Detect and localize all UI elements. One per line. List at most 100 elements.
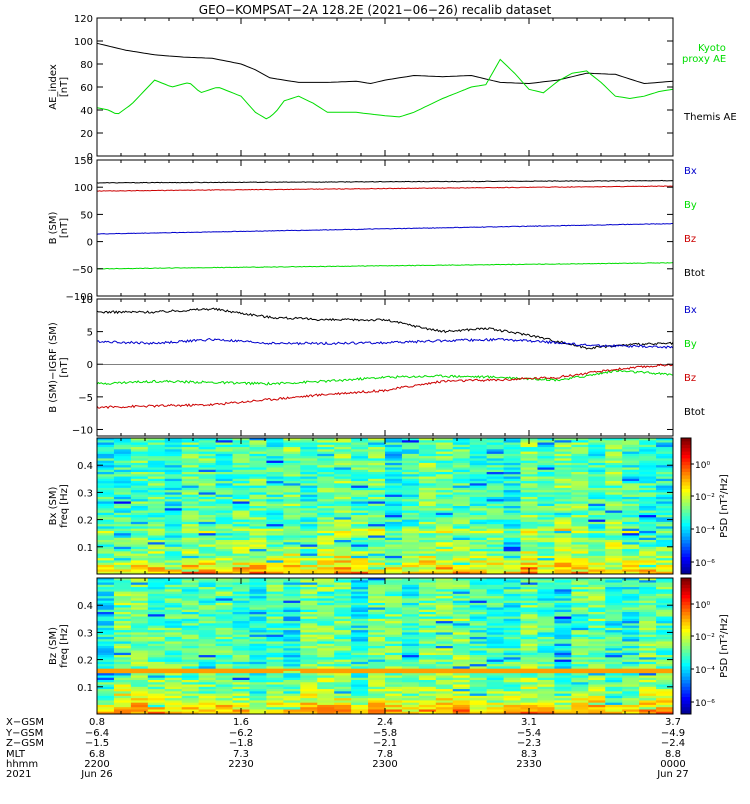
spectrogram-cell	[351, 587, 369, 590]
spectrogram-cell	[249, 709, 267, 713]
spectrogram-cell	[215, 530, 233, 534]
spectrogram-cell	[486, 456, 504, 459]
spectrogram-cell	[520, 481, 538, 484]
spectrogram-cell	[537, 689, 555, 692]
spectrogram-cell	[588, 605, 606, 608]
spectrogram-cell	[300, 562, 318, 566]
spectrogram-cell	[232, 666, 250, 670]
spectrogram-cell	[334, 474, 352, 477]
spectrogram-cell	[469, 686, 488, 690]
spectrogram-cell	[198, 533, 216, 536]
spectrogram-cell	[435, 618, 454, 622]
y-tick-label: −100	[66, 292, 93, 303]
spectrogram-cell	[622, 593, 640, 597]
spectrogram-cell	[147, 447, 166, 450]
spectrogram-cell	[639, 655, 657, 658]
spectrogram-cell	[249, 440, 267, 443]
spectrogram-cell	[130, 584, 149, 588]
spectrogram-cell	[351, 460, 369, 464]
spectrogram-cell	[334, 462, 352, 466]
spectrogram-cell	[503, 478, 521, 482]
spectrogram-cell	[469, 684, 488, 688]
spectrogram-cell	[147, 661, 166, 665]
spectrogram-cell	[435, 691, 454, 694]
spectrogram-cell	[452, 478, 471, 482]
spectrogram-cell	[588, 593, 606, 597]
spectrogram-cell	[486, 440, 504, 443]
spectrogram-cell	[232, 551, 250, 554]
spectrogram-cell	[401, 609, 420, 613]
spectrogram-cell	[571, 517, 589, 520]
spectrogram-cell	[181, 478, 200, 482]
spectrogram-cell	[486, 535, 504, 539]
spectrogram-cell	[249, 589, 267, 592]
spectrogram-cell	[249, 453, 267, 457]
spectrogram-cell	[605, 707, 623, 710]
spectrogram-cell	[97, 496, 115, 500]
spectrogram-cell	[503, 593, 521, 597]
spectrogram-cell	[605, 458, 623, 462]
spectrogram-cell	[113, 456, 132, 459]
spectrogram-cell	[435, 472, 454, 475]
spectrogram-cell	[554, 580, 572, 583]
spectrogram-cell	[656, 643, 674, 647]
spectrogram-cell	[639, 442, 657, 446]
spectrogram-cell	[639, 528, 657, 532]
spectrogram-cell	[130, 510, 149, 514]
spectrogram-cell	[520, 668, 538, 672]
spectrogram-cell	[537, 453, 555, 457]
spectrogram-cell	[198, 700, 216, 704]
spectrogram-cell	[622, 438, 640, 441]
spectrogram-cell	[385, 558, 403, 561]
spectrogram-cell	[130, 695, 149, 699]
spectrogram-cell	[147, 553, 166, 557]
spectrogram-cell	[334, 614, 352, 617]
spectrogram-cell	[571, 569, 589, 573]
spectrogram-cell	[130, 551, 149, 554]
spectrogram-cell	[385, 447, 403, 450]
spectrogram-cell	[368, 508, 386, 511]
spectrogram-cell	[317, 442, 335, 446]
spectrogram-cell	[147, 569, 166, 573]
spectrogram-cell	[300, 623, 318, 626]
y-tick-label: 60	[80, 83, 93, 94]
y-tick-label: 0	[87, 360, 93, 371]
spectrogram-cell	[537, 698, 555, 701]
spectrogram-cell	[401, 519, 420, 523]
spectrogram-cell	[537, 524, 555, 527]
spectrogram-cell	[385, 483, 403, 486]
spectrogram-cell	[537, 555, 555, 559]
spectrogram-cell	[418, 584, 437, 588]
spectrogram-cell	[249, 569, 267, 573]
spectrogram-cell	[232, 519, 250, 523]
spectrogram-cell	[486, 478, 504, 482]
spectrogram-cell	[385, 533, 403, 536]
spectrogram-cell	[554, 677, 572, 681]
spectrogram-cell	[147, 591, 166, 595]
spectrogram-cell	[520, 499, 538, 502]
spectrogram-cell	[300, 584, 318, 588]
spectrogram-cell	[520, 641, 538, 645]
spectrogram-cell	[113, 707, 132, 710]
spectrogram-cell	[164, 492, 183, 496]
spectrogram-cell	[401, 675, 420, 679]
y-axis-label: AE_index	[48, 64, 59, 110]
spectrogram-cell	[469, 634, 488, 638]
spectrogram-cell	[283, 591, 301, 595]
spectrogram-cell	[639, 700, 657, 704]
spectrogram-cell	[554, 632, 572, 636]
spectrogram-cell	[605, 643, 623, 647]
spectrogram-cell	[147, 481, 166, 484]
spectrogram-cell	[418, 462, 437, 466]
spectrogram-cell	[97, 512, 115, 516]
spectrogram-cell	[283, 472, 301, 475]
spectrogram-cell	[283, 673, 301, 676]
colorbar-segment	[681, 625, 691, 630]
spectrogram-cell	[147, 684, 166, 688]
spectrogram-cell	[622, 698, 640, 701]
spectrogram-cell	[385, 702, 403, 706]
spectrogram-cell	[418, 496, 437, 500]
spectrogram-cell	[97, 506, 115, 509]
spectrogram-cell	[520, 515, 538, 518]
spectrogram-cell	[571, 469, 589, 473]
